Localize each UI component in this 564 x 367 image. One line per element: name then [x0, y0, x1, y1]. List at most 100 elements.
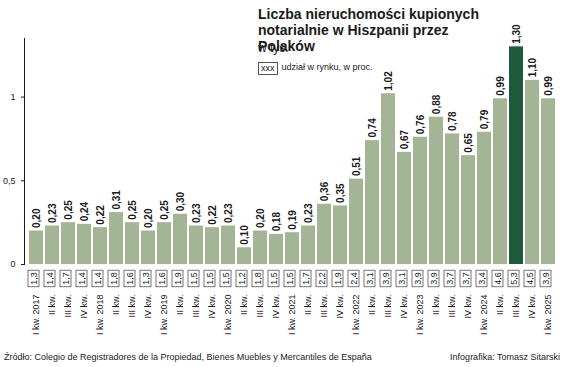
- svg-text:1,6: 1,6: [125, 272, 135, 285]
- svg-text:0,76: 0,76: [415, 114, 426, 134]
- svg-text:3,9: 3,9: [413, 272, 423, 285]
- svg-text:III kw.: III kw.: [383, 295, 393, 318]
- svg-text:III kw.: III kw.: [255, 295, 265, 318]
- svg-text:2,2: 2,2: [317, 272, 327, 285]
- svg-text:3,9: 3,9: [381, 272, 391, 285]
- svg-text:0,79: 0,79: [479, 109, 490, 129]
- svg-text:1: 1: [10, 92, 15, 102]
- svg-text:0,67: 0,67: [399, 129, 410, 149]
- svg-text:IV kw.: IV kw.: [335, 295, 345, 319]
- svg-text:III kw.: III kw.: [63, 295, 73, 318]
- svg-text:0,5: 0,5: [3, 176, 16, 186]
- svg-text:0,36: 0,36: [319, 181, 330, 201]
- svg-text:0,99: 0,99: [543, 76, 554, 96]
- svg-text:IV kw.: IV kw.: [143, 295, 153, 319]
- svg-text:1,5: 1,5: [221, 272, 231, 285]
- svg-text:3,4: 3,4: [477, 272, 487, 285]
- svg-text:IV kw.: IV kw.: [271, 295, 281, 319]
- svg-text:4,6: 4,6: [493, 272, 503, 285]
- svg-text:0,22: 0,22: [207, 205, 218, 225]
- svg-text:0,23: 0,23: [47, 203, 58, 223]
- svg-text:0,78: 0,78: [447, 111, 458, 131]
- svg-text:1,02: 1,02: [383, 71, 394, 91]
- svg-text:0,65: 0,65: [463, 133, 474, 153]
- svg-text:0,25: 0,25: [63, 200, 74, 220]
- svg-text:I kw. 2023: I kw. 2023: [415, 295, 425, 336]
- svg-text:I kw. 2025: I kw. 2025: [543, 295, 553, 336]
- svg-text:III kw.: III kw.: [191, 295, 201, 318]
- svg-text:1,8: 1,8: [109, 272, 119, 285]
- svg-text:0,22: 0,22: [95, 205, 106, 225]
- svg-text:III kw.: III kw.: [511, 295, 521, 318]
- svg-text:0,35: 0,35: [335, 183, 346, 203]
- svg-text:1,3: 1,3: [29, 272, 39, 285]
- svg-text:I kw. 2020: I kw. 2020: [223, 295, 233, 336]
- svg-text:0,25: 0,25: [127, 200, 138, 220]
- svg-text:3,9: 3,9: [541, 272, 551, 285]
- svg-text:1,5: 1,5: [285, 272, 295, 285]
- svg-text:1,8: 1,8: [253, 272, 263, 285]
- svg-text:1,30: 1,30: [511, 24, 522, 44]
- svg-text:I kw. 2018: I kw. 2018: [95, 295, 105, 336]
- svg-text:0,19: 0,19: [287, 210, 298, 230]
- svg-text:0,23: 0,23: [223, 203, 234, 223]
- svg-text:IV kw.: IV kw.: [399, 295, 409, 319]
- svg-text:I kw. 2017: I kw. 2017: [31, 295, 41, 336]
- svg-text:0,25: 0,25: [159, 200, 170, 220]
- svg-text:0,23: 0,23: [303, 203, 314, 223]
- svg-text:1,10: 1,10: [527, 57, 538, 77]
- svg-text:1,9: 1,9: [333, 272, 343, 285]
- svg-text:0,99: 0,99: [495, 76, 506, 96]
- svg-text:0,74: 0,74: [367, 118, 378, 138]
- svg-text:1,7: 1,7: [301, 272, 311, 285]
- svg-text:III kw.: III kw.: [127, 295, 137, 318]
- svg-text:1,2: 1,2: [237, 272, 247, 285]
- svg-text:3,7: 3,7: [461, 272, 471, 285]
- svg-text:III kw.: III kw.: [447, 295, 457, 318]
- svg-text:1,5: 1,5: [205, 272, 215, 285]
- svg-text:II kw.: II kw.: [303, 295, 313, 316]
- svg-text:1,7: 1,7: [61, 272, 71, 285]
- svg-text:0,31: 0,31: [111, 190, 122, 210]
- svg-text:IV kw.: IV kw.: [527, 295, 537, 319]
- svg-text:IV kw.: IV kw.: [207, 295, 217, 319]
- svg-text:3,7: 3,7: [445, 272, 455, 285]
- svg-text:II kw.: II kw.: [239, 295, 249, 316]
- svg-text:IV kw.: IV kw.: [79, 295, 89, 319]
- svg-text:I kw. 2021: I kw. 2021: [287, 295, 297, 336]
- svg-text:II kw.: II kw.: [431, 295, 441, 316]
- svg-text:3,1: 3,1: [397, 272, 407, 285]
- svg-text:1,9: 1,9: [173, 272, 183, 285]
- svg-text:1,5: 1,5: [189, 272, 199, 285]
- svg-text:3,1: 3,1: [365, 272, 375, 285]
- svg-text:II kw.: II kw.: [367, 295, 377, 316]
- svg-text:I kw. 2022: I kw. 2022: [351, 295, 361, 336]
- svg-text:II kw.: II kw.: [47, 295, 57, 316]
- svg-text:II kw.: II kw.: [111, 295, 121, 316]
- svg-text:5,3: 5,3: [509, 272, 519, 285]
- svg-text:1,3: 1,3: [141, 272, 151, 285]
- svg-text:1,4: 1,4: [45, 272, 55, 285]
- svg-text:0,20: 0,20: [31, 208, 42, 228]
- svg-text:0,20: 0,20: [255, 208, 266, 228]
- svg-text:0,24: 0,24: [79, 201, 90, 221]
- svg-text:2,4: 2,4: [349, 272, 359, 285]
- svg-text:1,4: 1,4: [93, 272, 103, 285]
- svg-text:IV kw.: IV kw.: [463, 295, 473, 319]
- svg-text:I kw. 2024: I kw. 2024: [479, 295, 489, 336]
- svg-text:III kw.: III kw.: [319, 295, 329, 318]
- svg-text:4,5: 4,5: [525, 272, 535, 285]
- svg-text:0,23: 0,23: [191, 203, 202, 223]
- svg-text:0,20: 0,20: [143, 208, 154, 228]
- svg-text:II kw.: II kw.: [495, 295, 505, 316]
- svg-text:1,5: 1,5: [269, 272, 279, 285]
- svg-text:0,18: 0,18: [271, 211, 282, 231]
- svg-text:0: 0: [10, 259, 15, 269]
- svg-text:0,88: 0,88: [431, 94, 442, 114]
- svg-text:3,9: 3,9: [429, 272, 439, 285]
- svg-text:II kw.: II kw.: [175, 295, 185, 316]
- svg-text:0,51: 0,51: [351, 156, 362, 176]
- svg-text:1,4: 1,4: [77, 272, 87, 285]
- svg-text:I kw. 2019: I kw. 2019: [159, 295, 169, 336]
- svg-text:0,30: 0,30: [175, 191, 186, 211]
